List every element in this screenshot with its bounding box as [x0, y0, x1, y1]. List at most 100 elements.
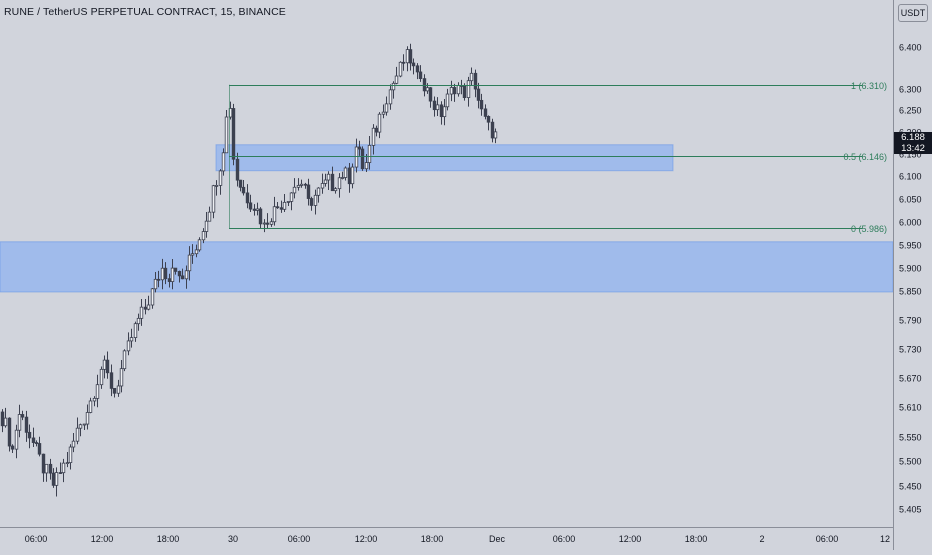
candle-body — [92, 397, 97, 402]
candle-body — [20, 414, 25, 418]
x-tick-label: 06:00 — [25, 534, 48, 544]
candle-body — [439, 104, 444, 118]
candle-body — [371, 127, 376, 146]
candle-body — [357, 146, 362, 150]
candle-body — [187, 254, 192, 272]
candle-body — [129, 337, 134, 342]
candle-body — [394, 75, 399, 84]
candle-body — [269, 221, 274, 225]
candle-body — [173, 267, 178, 272]
fib-label-0: 1 (6.310) — [851, 81, 887, 91]
y-tick-label: 5.500 — [899, 457, 922, 467]
candle-body — [258, 208, 263, 225]
candle-body — [54, 472, 59, 486]
y-tick-label: 6.050 — [899, 195, 922, 205]
y-tick-label: 6.100 — [899, 172, 922, 182]
candle-body — [126, 340, 131, 352]
candle-body — [71, 440, 76, 448]
candle-body — [299, 183, 304, 186]
candle-body — [105, 359, 110, 374]
candle-body — [326, 173, 331, 181]
candle-body — [401, 61, 406, 64]
candle-body — [354, 146, 359, 168]
candle-body — [377, 113, 382, 133]
x-tick-label: 12 — [880, 534, 890, 544]
y-tick-label: 5.790 — [899, 316, 922, 326]
candle-body — [286, 200, 291, 203]
candle-body — [462, 85, 467, 98]
fib-label-1: 0.5 (6.146) — [843, 152, 887, 162]
candle-body — [265, 222, 270, 225]
price-axis-divider — [893, 0, 894, 550]
candle-body — [180, 275, 185, 280]
candle-body — [160, 267, 165, 281]
y-tick-label: 6.300 — [899, 85, 922, 95]
candle-body — [428, 87, 433, 102]
candle-body — [418, 71, 423, 80]
current-price-tag: 6.188 13:42 — [894, 132, 932, 154]
candle-body — [109, 372, 114, 389]
candle-body — [184, 270, 189, 280]
candle-body — [143, 306, 148, 310]
candle-body — [391, 82, 396, 91]
candle-body — [282, 201, 287, 210]
candle-body — [486, 116, 491, 123]
fib-label-2: 0 (5.986) — [851, 224, 887, 234]
candle-body — [204, 220, 209, 232]
x-tick-label: 12:00 — [619, 534, 642, 544]
candle-body — [340, 177, 345, 179]
candle-body — [99, 368, 104, 386]
candle-body — [116, 385, 121, 394]
current-price-label: 6.188 — [901, 132, 925, 143]
candle-body — [367, 144, 372, 163]
candle-body — [218, 170, 223, 186]
y-tick-label: 5.950 — [899, 241, 922, 251]
candle-body — [330, 173, 335, 192]
candle-body — [75, 427, 80, 442]
candle-body — [405, 49, 410, 64]
candle-body — [221, 152, 226, 172]
candle-body — [58, 472, 63, 474]
candle-body — [153, 278, 158, 290]
candle-body — [17, 414, 22, 431]
currency-button[interactable]: USDT — [898, 4, 928, 22]
candle-body — [425, 87, 430, 92]
candle-body — [469, 72, 474, 82]
candle-body — [119, 368, 124, 387]
candle-body — [245, 192, 250, 204]
x-tick-label: 12:00 — [355, 534, 378, 544]
candle-body — [241, 186, 246, 194]
candle-body — [452, 87, 457, 95]
candle-body — [364, 162, 369, 170]
chart-title: RUNE / TetherUS PERPETUAL CONTRACT, 15, … — [4, 6, 286, 18]
candle-body — [333, 188, 338, 192]
candle-body — [65, 462, 70, 465]
candle-body — [122, 350, 127, 370]
candle-body — [10, 445, 15, 450]
candle-body — [411, 62, 416, 67]
candle-body — [303, 183, 308, 186]
candle-body — [435, 104, 440, 111]
candle-body — [252, 208, 257, 211]
candle-body — [306, 184, 311, 199]
candle-body — [313, 194, 318, 206]
candle-body — [381, 111, 386, 115]
candle-body — [61, 462, 66, 474]
x-tick-label: 18:00 — [685, 534, 708, 544]
candle-body — [88, 400, 93, 413]
candle-body — [479, 99, 484, 110]
candle-body — [95, 384, 100, 399]
candle-body — [85, 412, 90, 425]
candle-body — [167, 278, 172, 282]
candle-body — [493, 131, 498, 139]
y-tick-label: 6.400 — [899, 43, 922, 53]
candle-body — [163, 267, 168, 280]
candle-body — [102, 359, 107, 370]
x-tick-label: 18:00 — [157, 534, 180, 544]
candle-body — [384, 103, 389, 113]
candle-body — [320, 183, 325, 189]
candle-body — [78, 424, 83, 429]
candle-body — [37, 443, 42, 455]
candle-body — [415, 65, 420, 73]
